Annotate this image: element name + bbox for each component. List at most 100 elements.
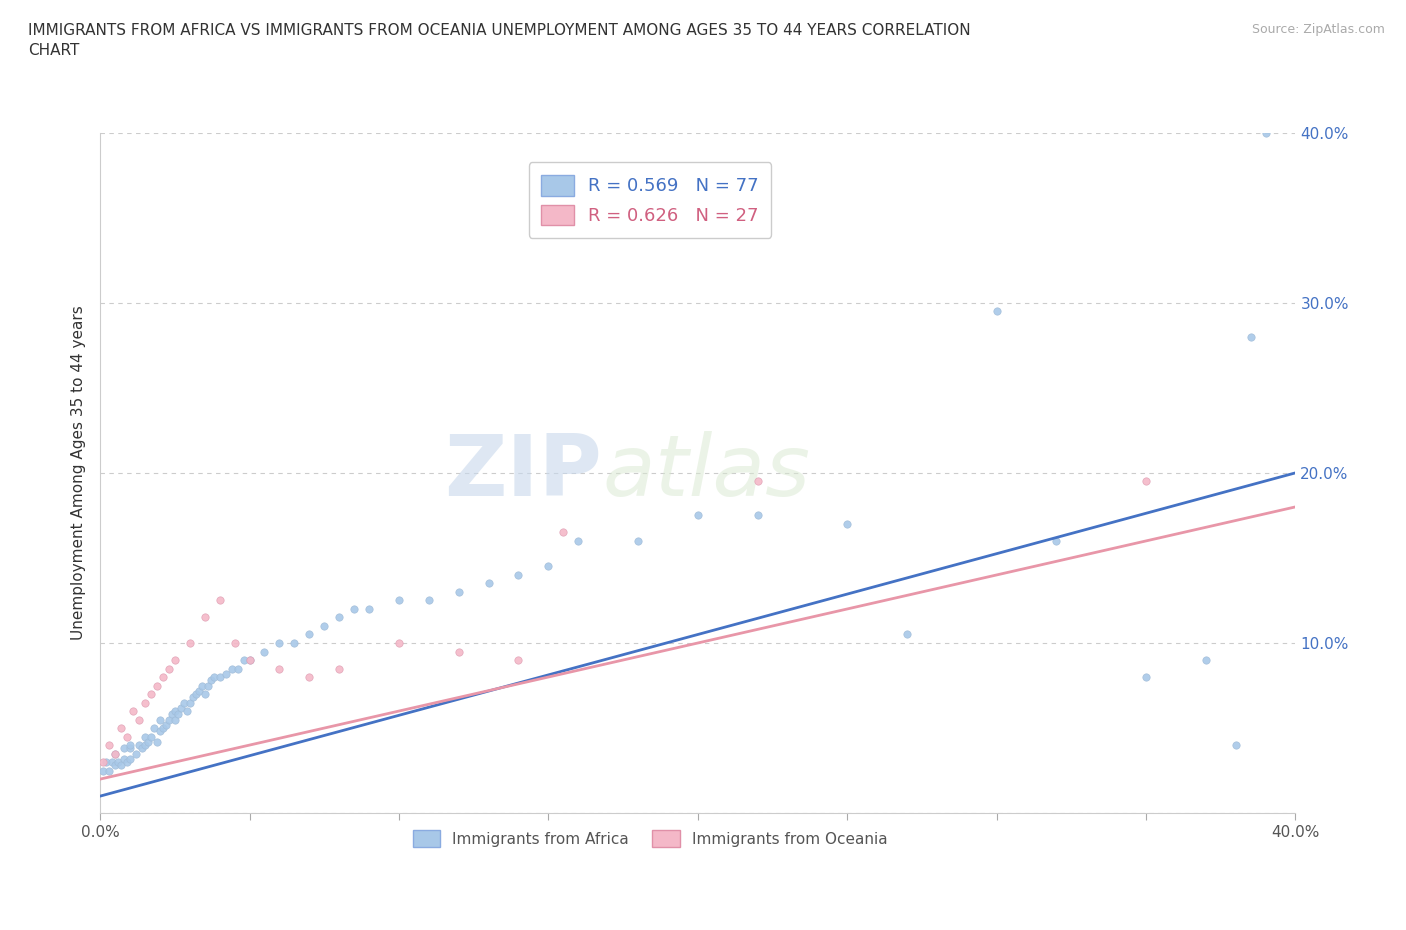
Point [1239,329,1261,344]
Point [314,618,336,633]
Point [181,690,204,705]
Point [537,559,560,574]
Point [107,754,129,769]
Point [986,304,1008,319]
Point [146,735,169,750]
Point [1045,534,1067,549]
Point [139,729,162,744]
Point [328,610,350,625]
Point [179,695,201,710]
Point [104,746,127,761]
Point [747,474,769,489]
Point [194,686,217,701]
Text: IMMIGRANTS FROM AFRICA VS IMMIGRANTS FROM OCEANIA UNEMPLOYMENT AMONG AGES 35 TO : IMMIGRANTS FROM AFRICA VS IMMIGRANTS FRO… [28,23,970,58]
Point [112,741,135,756]
Point [115,729,138,744]
Point [283,635,305,650]
Point [1135,474,1157,489]
Point [208,670,231,684]
Legend: Immigrants from Africa, Immigrants from Oceania: Immigrants from Africa, Immigrants from … [404,820,897,857]
Point [747,508,769,523]
Text: atlas: atlas [602,432,810,514]
Point [553,525,575,539]
Point [149,724,172,739]
Point [194,610,217,625]
Point [184,686,207,701]
Point [134,729,156,744]
Point [508,653,530,668]
Point [190,678,212,693]
Point [508,567,530,582]
Point [627,534,650,549]
Point [146,678,169,693]
Point [478,576,501,591]
Point [170,700,193,715]
Point [115,754,138,769]
Point [125,746,148,761]
Text: Source: ZipAtlas.com: Source: ZipAtlas.com [1251,23,1385,36]
Point [152,721,174,736]
Point [1254,126,1277,140]
Point [128,737,150,752]
Point [1135,670,1157,684]
Point [104,758,127,773]
Point [269,661,291,676]
Point [142,721,165,736]
Point [128,712,150,727]
Point [98,737,121,752]
Point [418,593,440,608]
Point [214,666,236,681]
Point [122,704,145,719]
Point [149,712,172,727]
Point [447,644,470,659]
Point [118,741,141,756]
Point [232,653,254,668]
Point [359,602,381,617]
Point [197,678,219,693]
Point [118,751,141,766]
Point [134,737,156,752]
Point [200,673,222,688]
Point [157,712,180,727]
Point [163,704,186,719]
Point [98,764,121,778]
Point [112,751,135,766]
Point [388,593,411,608]
Point [1195,653,1218,668]
Point [94,754,117,769]
Point [160,707,183,722]
Point [152,670,174,684]
Point [567,534,589,549]
Text: ZIP: ZIP [444,432,602,514]
Point [91,754,114,769]
Point [896,627,918,642]
Point [208,593,231,608]
Point [131,741,153,756]
Point [328,661,350,676]
Point [157,661,180,676]
Point [202,670,225,684]
Point [134,695,156,710]
Point [139,686,162,701]
Point [447,585,470,600]
Point [1225,737,1247,752]
Point [686,508,709,523]
Point [343,602,366,617]
Point [226,661,249,676]
Point [110,758,132,773]
Point [173,695,195,710]
Point [269,635,291,650]
Point [163,712,186,727]
Point [179,635,201,650]
Point [238,653,260,668]
Point [155,717,177,732]
Point [388,635,411,650]
Point [221,661,243,676]
Point [136,735,159,750]
Point [187,684,209,698]
Point [253,644,276,659]
Point [118,737,141,752]
Point [110,721,132,736]
Point [298,627,321,642]
Point [163,653,186,668]
